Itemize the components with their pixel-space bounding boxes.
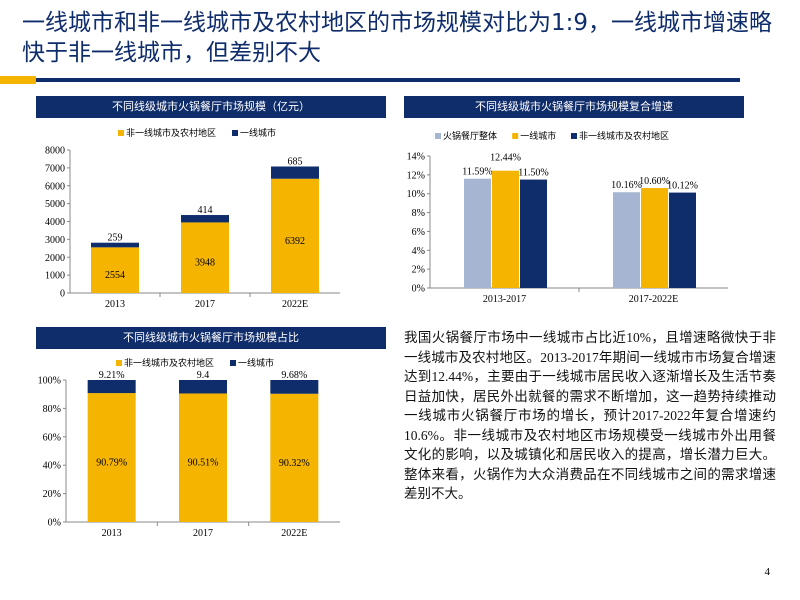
bar-0: [179, 393, 227, 522]
data-label: 2554: [105, 270, 125, 281]
bar-2: [520, 179, 547, 288]
bar-1: [270, 380, 319, 394]
x-tick-label: 2017-2022E: [629, 294, 678, 305]
data-label: 12.44%: [490, 153, 521, 164]
data-label: 10.12%: [667, 181, 698, 192]
bar-1: [179, 380, 227, 394]
y-tick-label: 14%: [407, 152, 425, 163]
y-tick-label: 40%: [43, 461, 61, 472]
chart3-share: 非一线城市及农村地区 一线城市 0% 20% 40% 60% 80% 100% 2013 90.7…: [38, 357, 340, 539]
chart3-title: 不同线级城市火锅餐厅市场规模占比: [36, 327, 386, 349]
x-tick-label: 2013: [105, 299, 125, 310]
legend-swatch-1: [512, 133, 519, 139]
legend-swatch-0: [116, 360, 122, 366]
y-tick-label: 6000: [45, 181, 65, 192]
bar-1: [271, 166, 319, 179]
x-tick-label: 2013-2017: [483, 294, 526, 305]
bar-0: [464, 178, 491, 288]
legend-swatch-2: [571, 133, 577, 139]
y-tick-label: 3000: [45, 235, 65, 246]
y-tick-label: 0%: [412, 284, 425, 295]
legend-swatch-1: [232, 130, 238, 136]
y-tick-label: 10%: [407, 189, 425, 200]
y-tick-label: 8000: [45, 146, 65, 157]
x-tick-label: 2022E: [282, 299, 308, 310]
data-label: 90.32%: [279, 458, 310, 469]
y-tick-label: 2000: [45, 253, 65, 264]
y-tick-label: 12%: [407, 170, 425, 181]
legend-label-0: 非一线城市及农村地区: [124, 357, 214, 369]
bar-0: [613, 192, 640, 288]
data-label: 90.79%: [96, 458, 127, 469]
y-tick-label: 8%: [412, 208, 425, 219]
bar-2: [669, 192, 696, 288]
x-tick-label: 2017: [195, 299, 215, 310]
data-label: 11.50%: [518, 168, 548, 179]
data-label: 6392: [285, 236, 305, 247]
chart2-cagr: 火锅餐厅整体 一线城市 非一线城市及农村地区 0% 2% 4% 6% 8% 10% 12% 14% 2…: [407, 130, 728, 305]
y-tick-label: 4%: [412, 246, 425, 257]
data-label: 259: [108, 233, 123, 244]
title-rule: [0, 76, 740, 84]
legend-swatch-1: [230, 360, 236, 366]
y-tick-label: 7000: [45, 163, 65, 174]
data-label: 10.16%: [611, 180, 642, 191]
bar-1: [181, 215, 229, 223]
data-label: 10.60%: [639, 176, 670, 187]
legend-label-2: 非一线城市及农村地区: [579, 130, 669, 142]
x-tick-label: 2017: [193, 528, 213, 539]
data-label: 685: [288, 156, 303, 167]
data-label: 414: [198, 205, 213, 216]
chart1-title: 不同线级城市火锅餐厅市场规模（亿元）: [36, 96, 386, 118]
bar-0: [270, 393, 319, 522]
bar-1: [87, 380, 136, 394]
title-rule-gold-block: [0, 76, 36, 84]
y-tick-label: 6%: [412, 227, 425, 238]
y-tick-label: 2%: [412, 265, 425, 276]
bar-0: [181, 222, 229, 293]
y-tick-label: 20%: [43, 489, 61, 500]
y-tick-label: 0: [60, 289, 65, 300]
legend-label-1: 一线城市: [520, 130, 556, 142]
y-tick-label: 80%: [43, 404, 61, 415]
bar-1: [91, 242, 139, 248]
data-label: 9.4: [197, 370, 210, 381]
legend-label-0: 火锅餐厅整体: [443, 130, 497, 142]
bar-0: [91, 247, 139, 293]
legend-swatch-0: [118, 130, 124, 136]
legend-label-0: 非一线城市及农村地区: [126, 127, 216, 139]
bar-0: [271, 178, 319, 293]
data-label: 90.51%: [188, 458, 219, 469]
title-rule-navy-line: [36, 78, 740, 82]
data-label: 9.68%: [281, 370, 307, 381]
bar-1: [641, 188, 668, 288]
legend-label-1: 一线城市: [240, 127, 276, 139]
y-tick-label: 0%: [48, 518, 61, 529]
data-label: 3948: [195, 258, 215, 269]
legend-swatch-0: [435, 133, 441, 139]
bar-1: [492, 170, 519, 288]
chart2-title: 不同线级城市火锅餐厅市场规模复合增速: [404, 96, 744, 118]
y-tick-label: 100%: [38, 376, 61, 387]
y-tick-label: 4000: [45, 217, 65, 228]
y-tick-label: 60%: [43, 432, 61, 443]
chart1-market-size: 非一线城市及农村地区 一线城市 0 1000 2000 3000 4000 5000 6000 7…: [45, 127, 340, 310]
data-label: 9.21%: [99, 370, 125, 381]
y-tick-label: 5000: [45, 199, 65, 210]
legend-label-1: 一线城市: [238, 357, 274, 369]
y-tick-label: 1000: [45, 271, 65, 282]
data-label: 11.59%: [462, 167, 492, 178]
page-number: 4: [764, 566, 771, 578]
slide-title: 一线城市和非一线城市及农村地区的市场规模对比为1:9，一线城市增速略快于非一线城…: [22, 10, 773, 66]
body-text: 我国火锅餐厅市场中一线城市占比近10%，且增速略微快于非一线城市及农村地区。20…: [404, 330, 776, 501]
x-tick-label: 2022E: [281, 528, 307, 539]
x-tick-label: 2013: [102, 528, 122, 539]
bar-0: [87, 393, 136, 522]
